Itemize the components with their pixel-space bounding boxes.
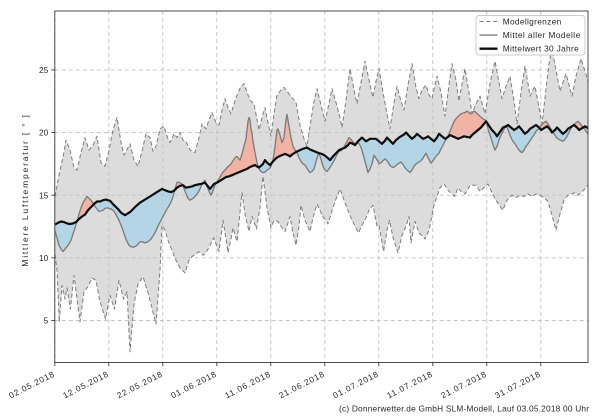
svg-text:Modellgrenzen: Modellgrenzen [503, 16, 562, 26]
svg-text:(c) Donnerwetter.de GmbH SLM-M: (c) Donnerwetter.de GmbH SLM-Modell, Lau… [339, 404, 589, 414]
svg-text:10: 10 [39, 253, 49, 263]
svg-text:Mittelwert 30 Jahre: Mittelwert 30 Jahre [503, 44, 579, 54]
svg-text:5: 5 [44, 316, 49, 326]
svg-text:Mittel aller Modelle: Mittel aller Modelle [503, 30, 581, 40]
svg-text:20: 20 [39, 128, 49, 138]
svg-text:25: 25 [39, 65, 49, 75]
svg-text:15: 15 [39, 190, 49, 200]
